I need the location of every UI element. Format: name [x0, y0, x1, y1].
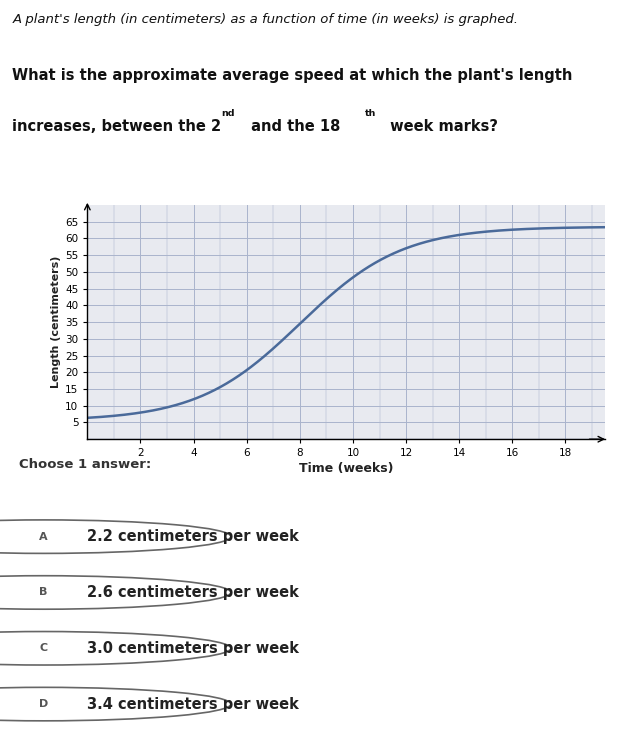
Text: D: D: [39, 699, 48, 709]
Text: B: B: [39, 588, 48, 597]
Text: Choose 1 answer:: Choose 1 answer:: [19, 458, 151, 471]
Y-axis label: Length (centimeters): Length (centimeters): [51, 256, 61, 388]
Text: A: A: [39, 531, 48, 542]
Text: 3.4 centimeters per week: 3.4 centimeters per week: [87, 697, 300, 712]
Text: increases, between the 2: increases, between the 2: [12, 119, 222, 134]
Text: week marks?: week marks?: [385, 119, 498, 134]
Text: What is the approximate average speed at which the plant's length: What is the approximate average speed at…: [12, 68, 573, 83]
Text: th: th: [365, 109, 376, 118]
Text: 2.6 centimeters per week: 2.6 centimeters per week: [87, 585, 300, 600]
Text: nd: nd: [222, 109, 235, 118]
X-axis label: Time (weeks): Time (weeks): [299, 463, 394, 475]
Text: 3.0 centimeters per week: 3.0 centimeters per week: [87, 640, 300, 656]
Text: C: C: [39, 643, 48, 653]
Text: and the 18: and the 18: [246, 119, 341, 134]
Text: 2.2 centimeters per week: 2.2 centimeters per week: [87, 529, 300, 544]
Text: A plant's length (in centimeters) as a function of time (in weeks) is graphed.: A plant's length (in centimeters) as a f…: [12, 13, 519, 26]
